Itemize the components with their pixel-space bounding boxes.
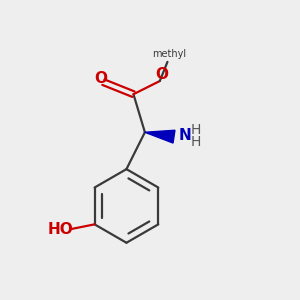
- Text: methyl: methyl: [152, 49, 186, 58]
- Text: O: O: [155, 67, 168, 82]
- Text: N: N: [179, 128, 192, 143]
- Text: H: H: [190, 123, 201, 137]
- Text: HO: HO: [47, 222, 73, 237]
- Text: H: H: [190, 135, 201, 149]
- Polygon shape: [145, 130, 175, 143]
- Text: O: O: [94, 71, 107, 86]
